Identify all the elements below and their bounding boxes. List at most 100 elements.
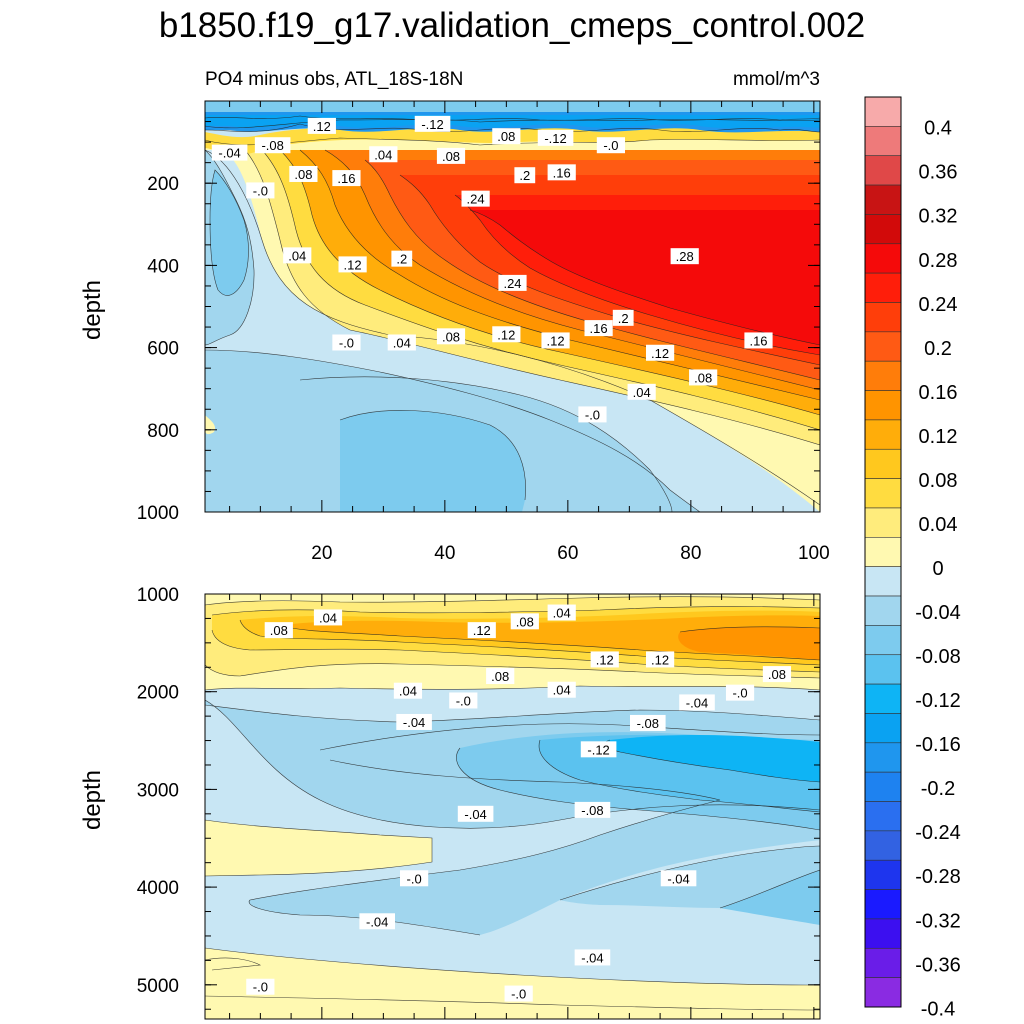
contour-label-text: .24 xyxy=(503,276,521,291)
colorbar-swatch xyxy=(864,566,902,597)
contour-label-box xyxy=(660,870,697,887)
colorbar-label: -0.28 xyxy=(915,866,961,888)
contour-label-text: -.0 xyxy=(456,693,471,708)
contour-label-text: -.0 xyxy=(339,335,354,350)
colorbar-label: -0.04 xyxy=(915,602,961,624)
colorbar-swatch xyxy=(864,419,902,450)
contour-label-text: .08 xyxy=(270,623,288,638)
contour-label-text: .12 xyxy=(596,652,614,667)
contour-label: .12 xyxy=(307,117,336,134)
contour-label-box xyxy=(762,666,792,683)
contour-label-box xyxy=(369,146,398,163)
contour-label-text: -.04 xyxy=(218,146,240,161)
contour-label-text: .2 xyxy=(519,168,530,183)
contour-label: .24 xyxy=(461,190,490,207)
contour-label-text: .04 xyxy=(319,610,337,625)
colorbar-label: 0.12 xyxy=(919,426,958,448)
contour-label: -.12 xyxy=(580,741,617,758)
contour-label: .12 xyxy=(646,651,675,668)
colorbar-swatch xyxy=(864,331,902,362)
chart-title: b1850.f19_g17.validation_cmeps_control.0… xyxy=(159,6,865,45)
contour-label-text: .08 xyxy=(694,370,712,385)
contour-label-text: .08 xyxy=(768,667,786,682)
contour-label-text: .04 xyxy=(553,606,571,621)
contour-label-box xyxy=(590,651,619,668)
contour-label-box xyxy=(338,256,367,273)
chart-subtitle: PO4 minus obs, ATL_18S-18N xyxy=(205,69,463,90)
contour-label-text: -.08 xyxy=(637,716,659,731)
contour-label-box xyxy=(211,144,248,161)
contour-label-box xyxy=(436,147,466,164)
contour-label: -.12 xyxy=(537,129,574,146)
contour-label-box xyxy=(396,713,432,730)
contour-label-box xyxy=(283,247,312,264)
colorbar-label: -0.08 xyxy=(915,646,961,668)
colorbar-swatch xyxy=(864,272,902,303)
contour-label-box xyxy=(547,164,576,181)
colorbar-label: -0.16 xyxy=(915,734,961,756)
colorbar-swatch xyxy=(864,947,902,978)
contour-label-box xyxy=(246,182,275,199)
contour-label-text: -.12 xyxy=(544,131,566,146)
contour-label: .12 xyxy=(541,332,570,349)
colorbar-swatch xyxy=(864,771,902,802)
contour-label-text: .12 xyxy=(497,327,515,342)
colorbar-swatch xyxy=(864,977,902,1008)
lower-y-tick-label: 3000 xyxy=(137,780,179,801)
contour-label: -.04 xyxy=(211,144,248,161)
contour-label: -.04 xyxy=(660,870,697,887)
contour-label: .08 xyxy=(492,128,521,145)
contour-label-text: .04 xyxy=(393,335,411,350)
contour-label-box xyxy=(498,274,527,291)
contour-label-text: -.0 xyxy=(253,183,268,198)
contour-label: -.04 xyxy=(457,805,494,822)
contour-label-box xyxy=(400,870,429,887)
contour-label: .04 xyxy=(547,604,576,621)
contour-label: .08 xyxy=(689,369,718,386)
contour-label: .08 xyxy=(762,666,792,683)
contour-label-box xyxy=(492,326,521,343)
contour-label-box xyxy=(689,369,718,386)
contour-label: -.04 xyxy=(396,713,432,730)
contour-label-text: .12 xyxy=(651,346,669,361)
upper-y-tick-label: 600 xyxy=(147,339,179,360)
contour-label: -.0 xyxy=(246,978,275,995)
contour-label-box xyxy=(264,622,293,639)
contour-label-box xyxy=(580,741,617,758)
contour-label: -.0 xyxy=(578,406,607,423)
colorbar-swatch xyxy=(864,918,902,949)
lower-y-tick-label: 2000 xyxy=(137,683,179,704)
contour-label-box xyxy=(574,801,611,818)
contour-label-text: -.0 xyxy=(407,871,422,886)
contour-label-box xyxy=(359,913,395,930)
x-tick-label: 60 xyxy=(557,543,578,564)
colorbar-label: -0.12 xyxy=(915,690,961,712)
contour-label-box xyxy=(391,250,413,267)
colorbar-label: 0.36 xyxy=(919,162,958,184)
contour-label-text: -.04 xyxy=(464,807,486,822)
contour-label-box xyxy=(449,692,478,709)
contour-label: -.0 xyxy=(596,137,625,154)
contour-label-box xyxy=(596,137,625,154)
contour-label-text: -.12 xyxy=(421,117,443,132)
contour-label-box xyxy=(254,137,291,154)
x-tick-label: 80 xyxy=(680,543,701,564)
contour-label: -.12 xyxy=(414,115,451,132)
contour-label: .04 xyxy=(283,247,312,264)
contour-label-text: -.08 xyxy=(581,803,603,818)
contour-label-box xyxy=(547,604,576,621)
colorbar-swatch xyxy=(864,126,902,157)
contour-label-box xyxy=(646,651,675,668)
contour-label-box xyxy=(387,334,416,351)
contour-label-text: -.04 xyxy=(581,950,603,965)
contour-label: .12 xyxy=(492,326,521,343)
colorbar-label: 0.2 xyxy=(924,338,952,360)
contour-label-text: -.04 xyxy=(686,695,708,710)
upper-y-tick-label: 200 xyxy=(147,174,179,195)
contour-labels: -.04 -.08 .12 -.12 .08 -.12 -.0 .04 .08 .08 .16 -.0… xyxy=(211,115,792,1002)
contour-label-text: .12 xyxy=(651,652,669,667)
contour-label-text: -.08 xyxy=(261,138,283,153)
contour-label-box xyxy=(414,115,451,132)
